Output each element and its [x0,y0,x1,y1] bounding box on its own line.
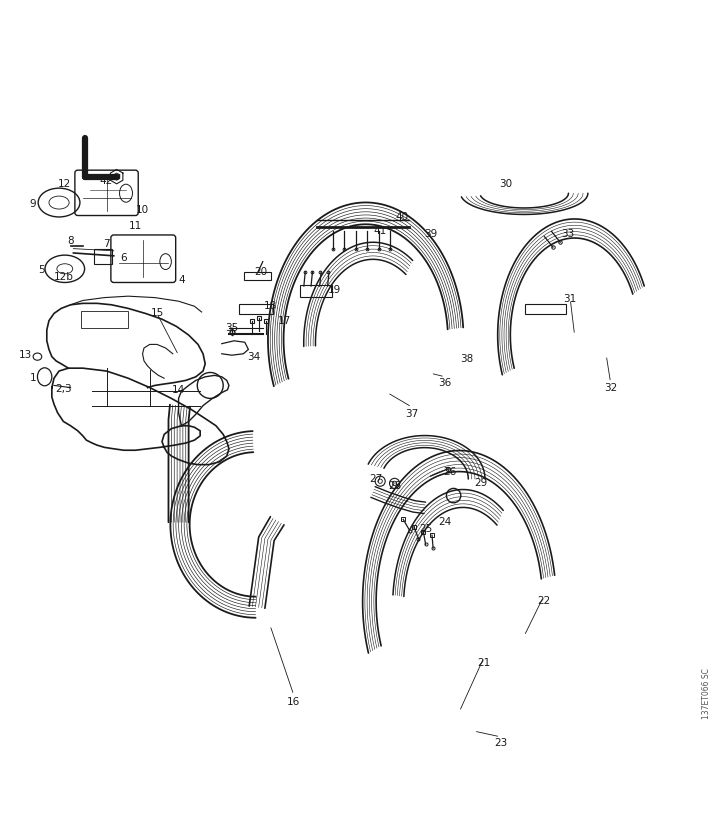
Text: 33: 33 [561,229,574,239]
Text: 5: 5 [38,265,45,276]
Text: 42: 42 [100,176,113,186]
Text: 16: 16 [287,697,300,707]
Text: 15: 15 [150,308,163,318]
Text: 21: 21 [477,659,490,669]
Text: 13: 13 [19,350,32,360]
Text: 28: 28 [388,481,401,491]
Text: 36: 36 [438,377,451,387]
Text: 35: 35 [225,323,238,333]
Text: 7: 7 [103,239,110,249]
Text: 24: 24 [438,517,451,528]
Text: 32: 32 [604,382,617,392]
Text: 29: 29 [474,478,487,488]
Text: 11: 11 [129,221,142,231]
Text: 23: 23 [494,738,507,748]
Text: 25: 25 [420,524,433,534]
Text: 19: 19 [328,286,341,296]
Text: 2,3: 2,3 [55,384,72,394]
Text: 39: 39 [424,229,437,239]
Text: 34: 34 [247,352,260,362]
Text: 137ET066 SC: 137ET066 SC [703,668,711,719]
Text: 14: 14 [172,385,185,395]
Text: 12: 12 [58,179,71,189]
Text: 8: 8 [67,236,74,246]
Text: 4: 4 [178,275,185,285]
Text: 41: 41 [374,226,387,236]
Text: 1: 1 [30,373,37,383]
Text: 10: 10 [136,205,149,215]
Text: 26: 26 [444,467,456,477]
Text: 30: 30 [499,179,512,189]
Text: 20: 20 [254,267,267,277]
Text: 18: 18 [264,302,276,312]
Text: 31: 31 [564,294,577,304]
Text: 22: 22 [537,596,550,606]
Text: 27: 27 [369,474,382,484]
Text: 6: 6 [120,253,127,263]
Text: 9: 9 [29,199,36,209]
Text: 12b: 12b [53,272,73,282]
Text: 17: 17 [278,316,291,326]
Text: 40: 40 [395,212,408,222]
Text: 38: 38 [460,354,473,364]
Text: 37: 37 [405,409,418,419]
